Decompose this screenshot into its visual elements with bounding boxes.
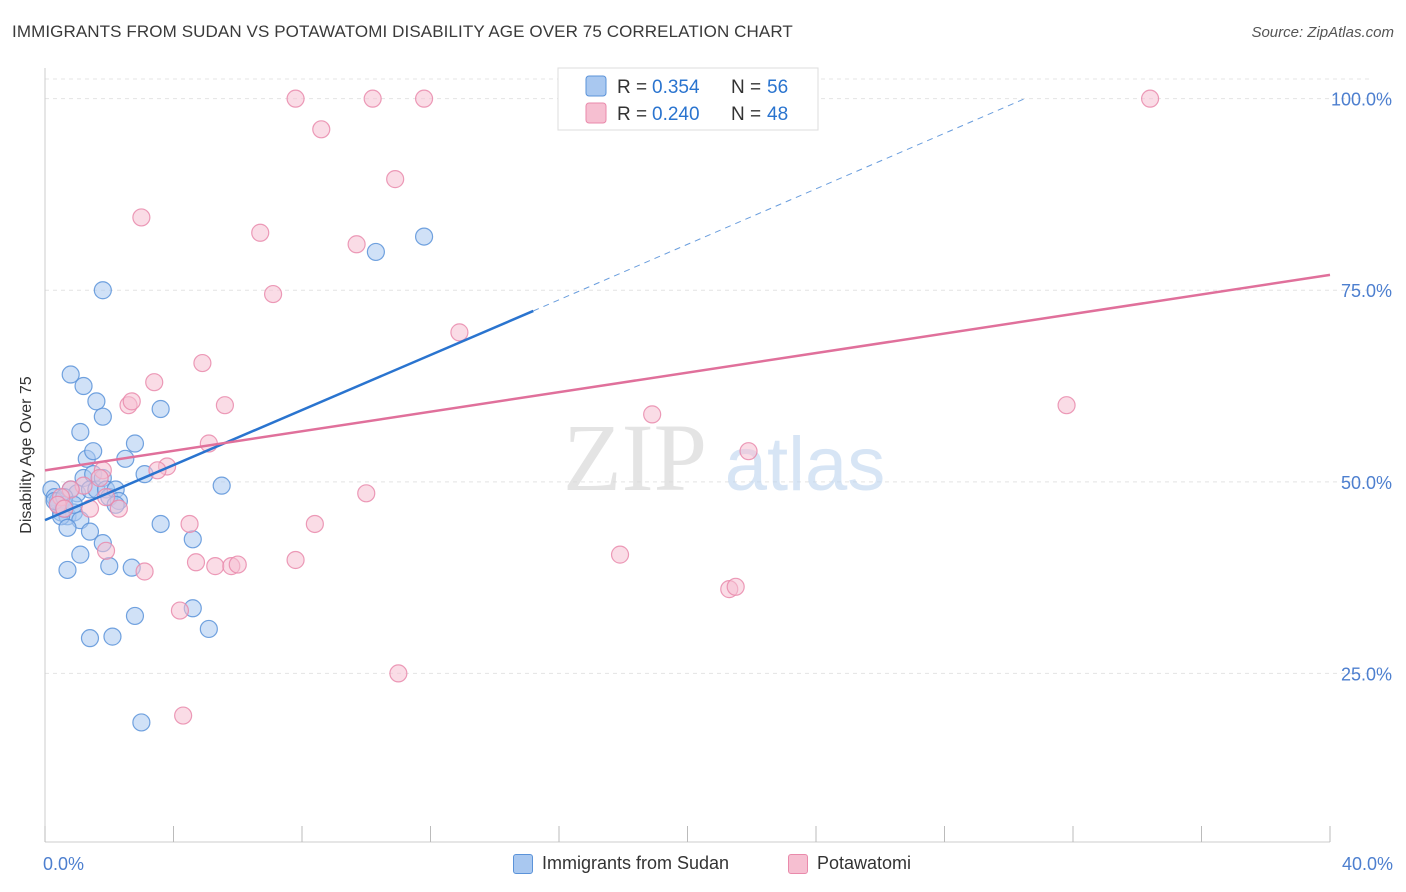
- axes: [44, 68, 1331, 843]
- data-point-sudan: [71, 545, 90, 564]
- data-point-sudan: [93, 407, 112, 426]
- data-point-potawatomi: [135, 562, 154, 581]
- data-point-sudan: [100, 557, 119, 576]
- bottom-legend-label-sudan: Immigrants from Sudan: [542, 853, 730, 873]
- data-point-sudan: [212, 476, 231, 495]
- watermark-zip: ZIP: [563, 404, 707, 511]
- legend-n-label-potawatomi: N =: [731, 104, 766, 125]
- data-point-sudan: [80, 522, 100, 541]
- data-point-sudan: [125, 434, 145, 453]
- legend-swatch-sudan: [585, 75, 607, 97]
- legend: R = 0.354 N = 56 R = 0.240 N = 48: [557, 67, 819, 131]
- data-point-potawatomi: [1140, 89, 1160, 108]
- tick-labels: 25.0% 50.0% 75.0% 100.0% 0.0% 40.0%: [43, 90, 1393, 874]
- data-point-potawatomi: [312, 120, 331, 139]
- grid-lines: [45, 78, 1370, 674]
- data-point-sudan: [58, 518, 77, 537]
- data-point-potawatomi: [228, 555, 247, 574]
- data-point-potawatomi: [193, 353, 212, 373]
- legend-n-value-sudan: 56: [767, 77, 788, 98]
- watermark: ZIP atlas: [563, 404, 885, 511]
- y-tick-label-50: 50.0%: [1341, 473, 1392, 493]
- bottom-legend-swatch-potawatomi: [788, 853, 808, 874]
- data-point-potawatomi: [122, 392, 141, 411]
- trend-line-sudan: [44, 309, 534, 522]
- data-point-sudan: [151, 514, 170, 534]
- data-point-potawatomi: [251, 223, 270, 242]
- data-point-potawatomi: [414, 89, 434, 108]
- chart-title: IMMIGRANTS FROM SUDAN VS POTAWATOMI DISA…: [12, 22, 793, 41]
- data-points: [42, 89, 1160, 732]
- bottom-legend-swatch-sudan: [513, 853, 533, 874]
- data-point-potawatomi: [206, 557, 225, 576]
- data-point-potawatomi: [170, 601, 190, 620]
- data-point-potawatomi: [109, 499, 128, 518]
- bottom-legend-item-sudan: Immigrants from Sudan: [513, 853, 729, 874]
- data-point-potawatomi: [389, 664, 408, 683]
- data-point-sudan: [58, 560, 77, 580]
- data-point-potawatomi: [286, 550, 305, 570]
- data-point-sudan: [103, 627, 122, 646]
- data-point-potawatomi: [174, 706, 193, 725]
- legend-swatch-potawatomi: [585, 102, 607, 124]
- data-point-sudan: [71, 422, 90, 442]
- data-point-potawatomi: [132, 208, 151, 227]
- data-point-potawatomi: [305, 514, 324, 534]
- data-point-sudan: [183, 530, 202, 549]
- x-tick-label-start: 0.0%: [43, 854, 84, 874]
- y-tick-label-100: 100.0%: [1331, 90, 1392, 110]
- data-point-sudan: [93, 281, 112, 300]
- data-point-sudan: [87, 392, 106, 411]
- data-point-sudan: [80, 629, 100, 648]
- legend-r-value-sudan: 0.354: [652, 77, 700, 98]
- data-point-sudan: [151, 399, 170, 419]
- data-point-potawatomi: [450, 323, 469, 342]
- data-point-sudan: [74, 376, 93, 396]
- data-point-sudan: [84, 442, 103, 461]
- data-point-potawatomi: [363, 89, 382, 108]
- trend-lines: [44, 98, 1331, 522]
- legend-n-value-potawatomi: 48: [767, 104, 788, 125]
- data-point-sudan: [414, 227, 434, 246]
- data-point-sudan: [366, 242, 385, 262]
- bottom-legend-label-potawatomi: Potawatomi: [817, 853, 912, 873]
- legend-r-label-potawatomi: R =: [617, 104, 652, 125]
- data-point-potawatomi: [96, 541, 116, 560]
- data-point-potawatomi: [286, 89, 305, 108]
- data-point-potawatomi: [1057, 396, 1076, 415]
- data-point-potawatomi: [90, 468, 109, 488]
- data-point-sudan: [132, 713, 151, 732]
- data-point-potawatomi: [263, 284, 283, 304]
- data-point-sudan: [61, 365, 80, 384]
- data-point-potawatomi: [186, 553, 206, 572]
- data-point-potawatomi: [726, 577, 745, 596]
- data-point-potawatomi: [739, 442, 758, 461]
- legend-n-label-sudan: N =: [731, 77, 766, 98]
- x-tick-label-end: 40.0%: [1342, 854, 1393, 874]
- data-point-potawatomi: [180, 514, 199, 534]
- data-point-potawatomi: [347, 235, 366, 254]
- bottom-legend: Immigrants from Sudan Potawatomi: [0, 853, 1406, 877]
- trend-line-potawatomi: [44, 273, 1331, 472]
- watermark-atlas: atlas: [725, 422, 886, 507]
- legend-r-label-sudan: R =: [617, 77, 652, 98]
- data-point-potawatomi: [610, 545, 630, 564]
- trend-line-sudan-extension: [533, 98, 1026, 312]
- bottom-legend-item-potawatomi: Potawatomi: [788, 853, 911, 874]
- data-point-potawatomi: [215, 396, 234, 415]
- data-point-potawatomi: [145, 373, 164, 392]
- data-point-potawatomi: [357, 484, 376, 503]
- y-tick-label-75: 75.0%: [1341, 281, 1392, 301]
- y-tick-label-25: 25.0%: [1341, 664, 1392, 684]
- data-point-potawatomi: [643, 405, 662, 424]
- legend-r-value-potawatomi: 0.240: [652, 104, 700, 125]
- data-point-sudan: [199, 619, 218, 639]
- data-point-potawatomi: [386, 170, 405, 189]
- data-point-sudan: [125, 606, 145, 626]
- source-label: Source: ZipAtlas.com: [1251, 24, 1394, 41]
